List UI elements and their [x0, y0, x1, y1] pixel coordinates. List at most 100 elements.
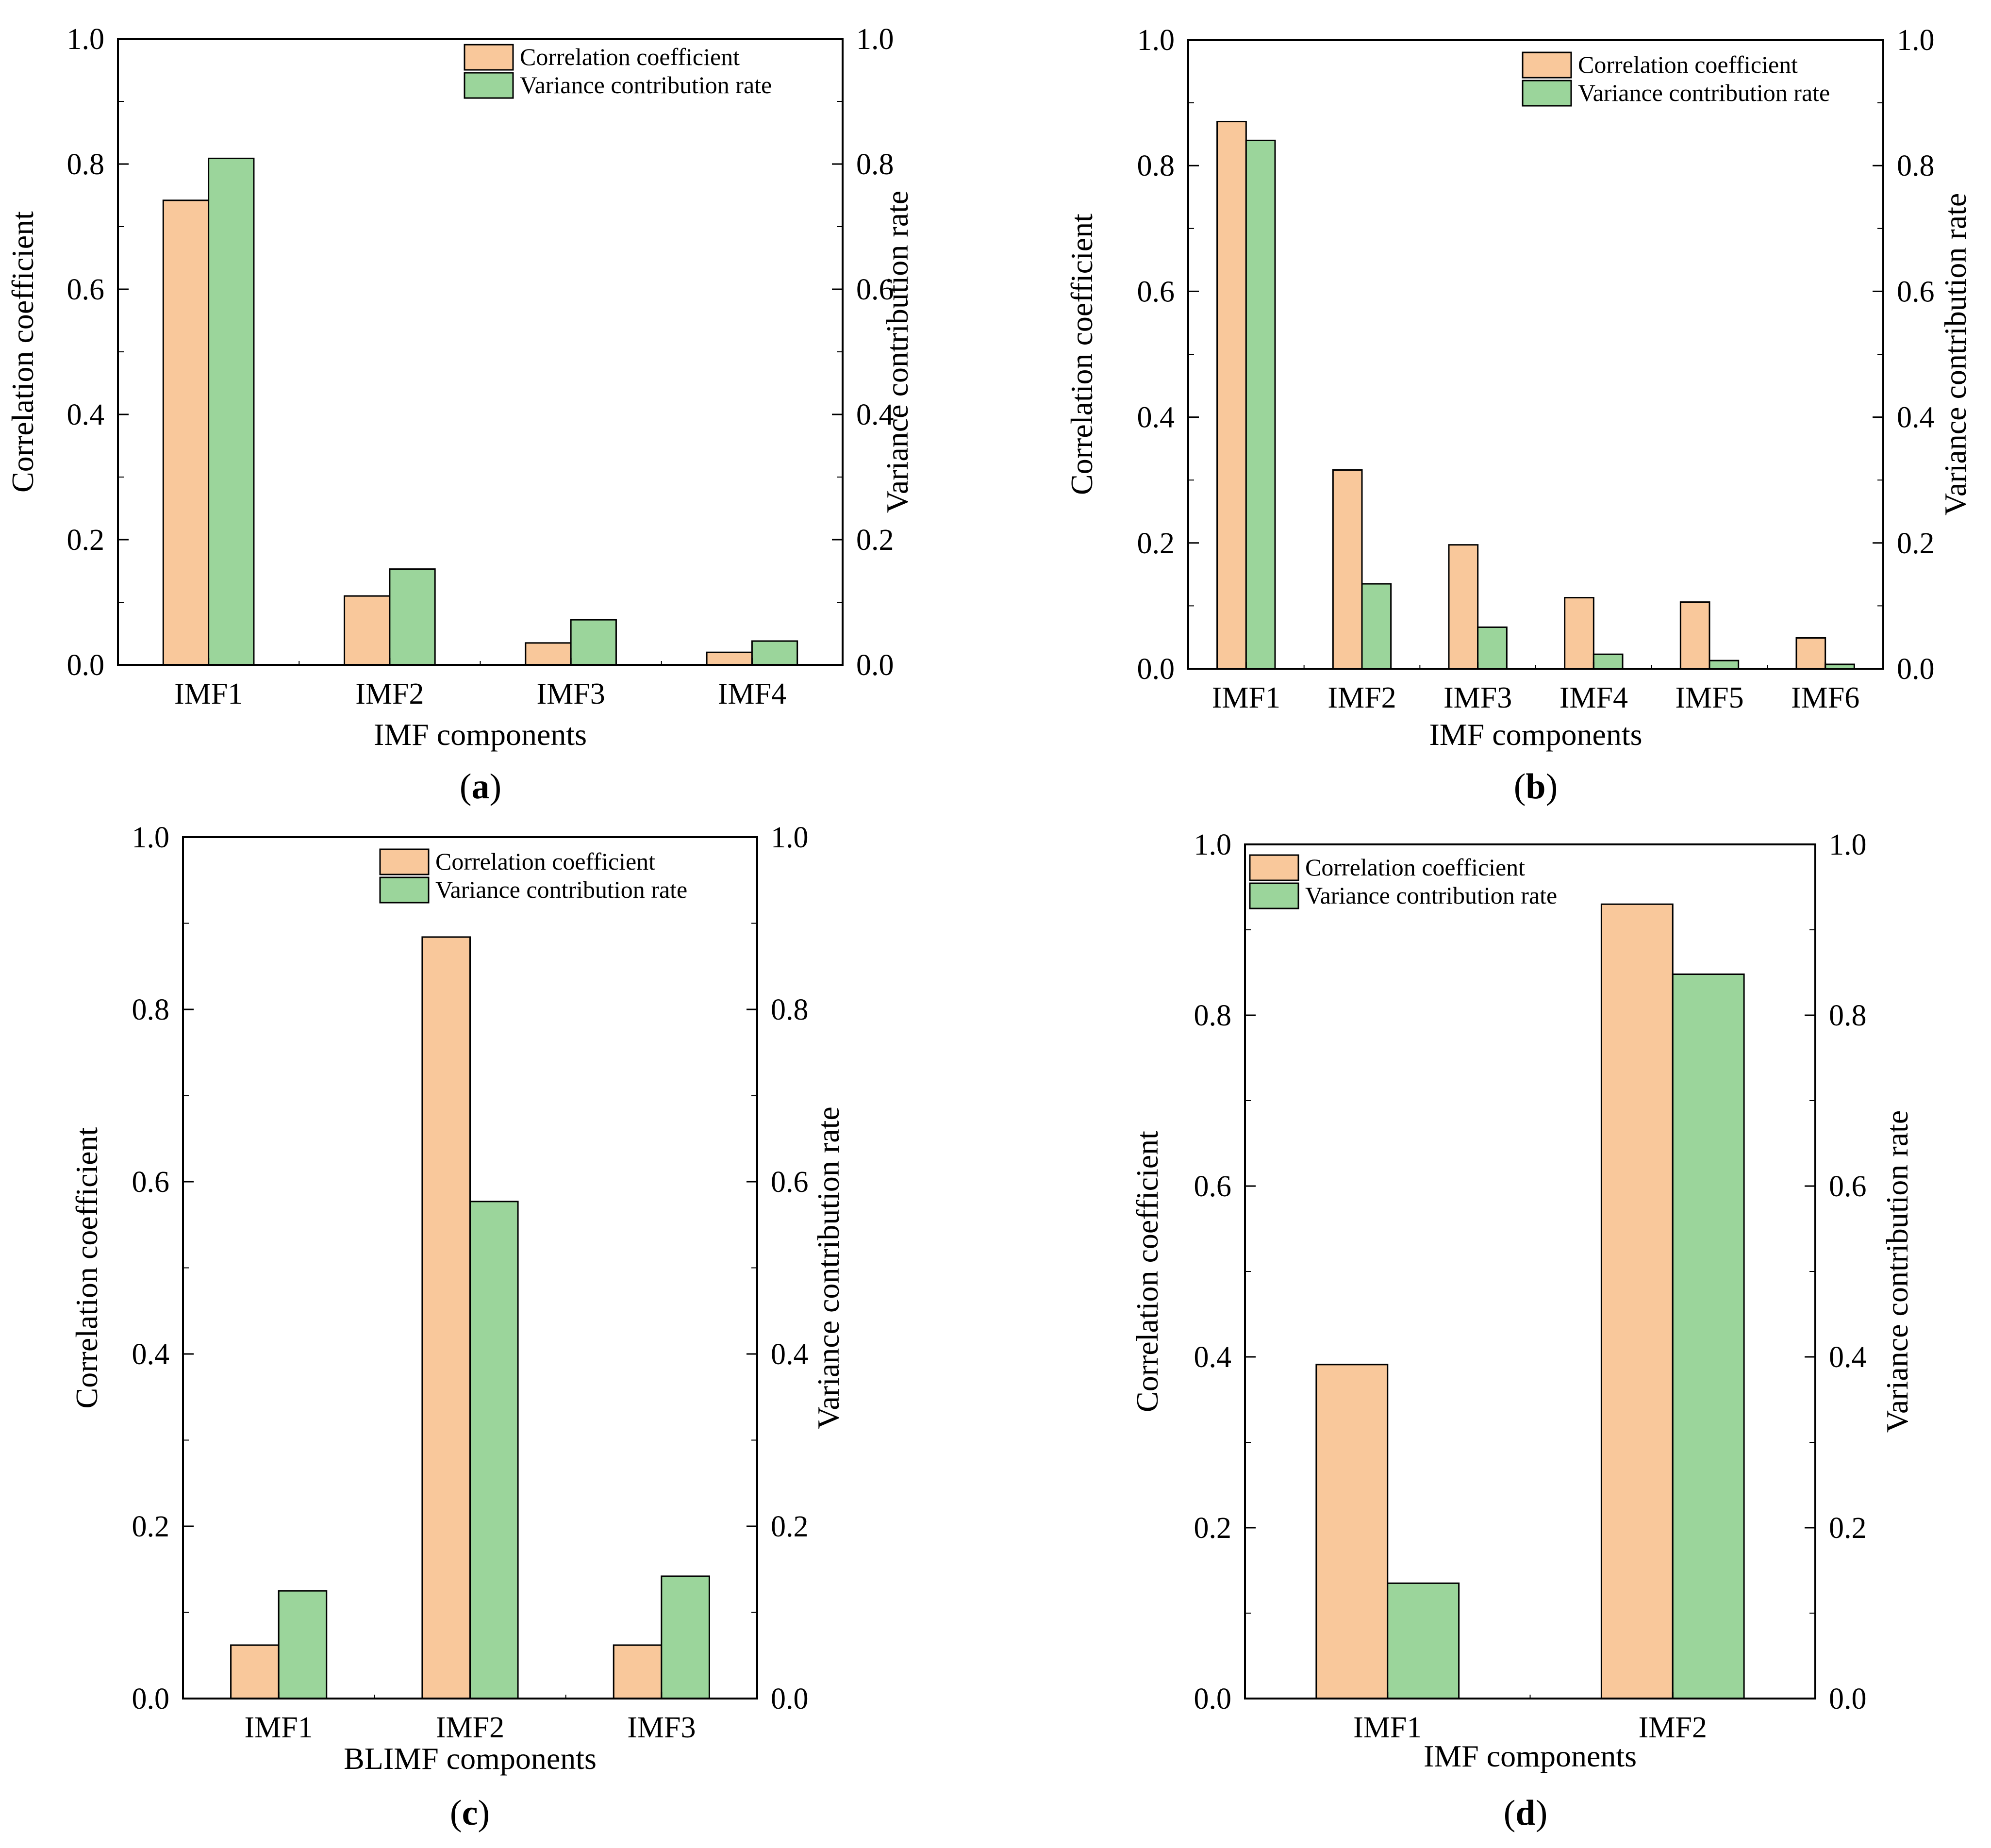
- bar-corr-imf2: [1600, 903, 1674, 1700]
- bar-var-imf3: [1477, 626, 1508, 670]
- bar-corr-imf4: [706, 651, 753, 666]
- y2-axis-title: Variance contribution rate: [880, 191, 914, 513]
- y-tick-label: 0.6: [1137, 275, 1175, 308]
- x-tick-label: IMF2: [1639, 1711, 1707, 1744]
- bar-corr-imf1: [1216, 120, 1247, 670]
- y2-tick-label: 1.0: [1829, 828, 1867, 861]
- y-axis-title: Correlation coefficient: [69, 1127, 104, 1408]
- bar-corr-imf1: [230, 1644, 280, 1700]
- legend-corr-swatch: [464, 44, 514, 71]
- bar-corr-imf5: [1679, 601, 1710, 670]
- x-tick-label: IMF2: [436, 1711, 504, 1744]
- y2-tick-label: 0.0: [1897, 653, 1935, 686]
- y2-tick-label: 0.2: [856, 524, 894, 557]
- x-tick-label: IMF3: [1443, 681, 1512, 714]
- y-axis-title: Correlation coefficient: [1130, 1131, 1164, 1412]
- y2-tick-label: 0.8: [771, 993, 809, 1026]
- y-tick-label: 0.2: [1194, 1512, 1232, 1545]
- x-axis-title: IMF components: [374, 717, 587, 752]
- x-tick-label: IMF2: [355, 677, 424, 710]
- y-tick-label: 0.2: [1137, 527, 1175, 560]
- x-tick-label: IMF3: [536, 677, 605, 710]
- x-tick-label: IMF3: [627, 1711, 696, 1744]
- y-tick-label: 0.0: [67, 649, 105, 682]
- bar-corr-imf3: [613, 1644, 663, 1700]
- bar-var-imf1: [208, 157, 255, 666]
- y2-tick-label: 0.4: [1829, 1341, 1867, 1374]
- y2-tick-label: 0.6: [856, 273, 894, 306]
- legend-corr-label: Correlation coefficient: [1305, 854, 1525, 881]
- chart-panel-c: IMF1 IMF2 IMF3 0.0 0.0 0.2 0.2 0.4 0.4 0.6 0.6 0.8 0…: [69, 821, 846, 1833]
- legend-corr-swatch: [1522, 51, 1572, 79]
- legend-var-swatch: [1249, 882, 1299, 909]
- y-tick-label: 0.6: [1194, 1170, 1232, 1203]
- y2-tick-label: 0.6: [1897, 275, 1935, 308]
- y2-tick-label: 0.2: [771, 1510, 809, 1543]
- bar-var-imf1: [1387, 1582, 1460, 1700]
- y2-axis-title: Variance contribution rate: [1880, 1110, 1914, 1433]
- y-tick-label: 0.8: [132, 993, 170, 1026]
- bar-corr-imf2: [421, 936, 471, 1700]
- bar-var-imf4: [1593, 653, 1624, 670]
- legend-var-label: Variance contribution rate: [1578, 79, 1830, 106]
- y-tick-label: 0.6: [67, 273, 105, 306]
- y2-tick-label: 0.6: [771, 1166, 809, 1199]
- y2-tick-label: 1.0: [1897, 24, 1935, 57]
- legend-corr-swatch: [379, 848, 430, 875]
- panel-label: (c): [450, 1793, 490, 1833]
- x-tick-label: IMF2: [1327, 681, 1396, 714]
- y-tick-label: 1.0: [1194, 828, 1232, 861]
- y-tick-label: 0.4: [1194, 1341, 1232, 1374]
- bar-corr-imf1: [162, 199, 210, 666]
- y-tick-label: 0.0: [1194, 1683, 1232, 1716]
- y2-tick-label: 0.0: [771, 1683, 809, 1716]
- x-tick-label: IMF1: [1353, 1711, 1422, 1744]
- y-tick-label: 0.4: [67, 398, 105, 431]
- y2-tick-label: 0.0: [856, 649, 894, 682]
- bar-var-imf3: [661, 1575, 710, 1700]
- panel-label: (a): [460, 767, 501, 807]
- bar-var-imf5: [1709, 660, 1740, 670]
- y-tick-label: 1.0: [1137, 24, 1175, 57]
- x-tick-label: IMF1: [245, 1711, 313, 1744]
- y2-tick-label: 0.6: [1829, 1170, 1867, 1203]
- bar-var-imf2: [389, 568, 436, 666]
- y2-axis-title: Variance contribution rate: [1938, 193, 1973, 516]
- y2-tick-label: 1.0: [771, 821, 809, 854]
- bar-corr-imf4: [1564, 597, 1594, 670]
- y-axis-title: Correlation coefficient: [5, 211, 40, 493]
- legend-var-label: Variance contribution rate: [520, 71, 772, 99]
- legend-corr-swatch: [1249, 854, 1299, 881]
- legend-var-swatch: [1522, 80, 1572, 107]
- y2-tick-label: 0.2: [1897, 527, 1935, 560]
- y-tick-label: 0.4: [132, 1338, 170, 1371]
- y-tick-label: 0.8: [1194, 999, 1232, 1032]
- x-tick-label: IMF1: [1212, 681, 1280, 714]
- y-tick-label: 1.0: [67, 23, 105, 56]
- y2-tick-label: 0.8: [1897, 149, 1935, 182]
- bar-corr-imf2: [1332, 469, 1363, 670]
- legend-var-label: Variance contribution rate: [1305, 882, 1557, 909]
- y-tick-label: 0.0: [1137, 653, 1175, 686]
- y2-tick-label: 0.8: [856, 148, 894, 181]
- legend-corr-label: Correlation coefficient: [520, 43, 740, 70]
- bar-var-imf4: [751, 640, 798, 666]
- bar-corr-imf3: [525, 642, 572, 666]
- legend-var-swatch: [379, 876, 430, 904]
- y2-tick-label: 1.0: [856, 23, 894, 56]
- y2-tick-label: 0.4: [1897, 401, 1935, 434]
- bar-corr-imf6: [1795, 637, 1826, 670]
- bar-var-imf3: [570, 619, 617, 666]
- x-axis-title: IMF components: [1429, 717, 1642, 752]
- chart-panel-b: IMF1 IMF2 IMF3 IMF4 IMF5 IMF6 0.0 0.0 0.2 0.2 0.4 0…: [1064, 24, 1973, 807]
- bar-corr-imf2: [344, 595, 391, 666]
- y-tick-label: 0.2: [132, 1510, 170, 1543]
- y-tick-label: 0.4: [1137, 401, 1175, 434]
- bar-var-imf1: [278, 1590, 328, 1700]
- x-tick-label: IMF1: [174, 677, 243, 710]
- y-tick-label: 0.0: [132, 1683, 170, 1716]
